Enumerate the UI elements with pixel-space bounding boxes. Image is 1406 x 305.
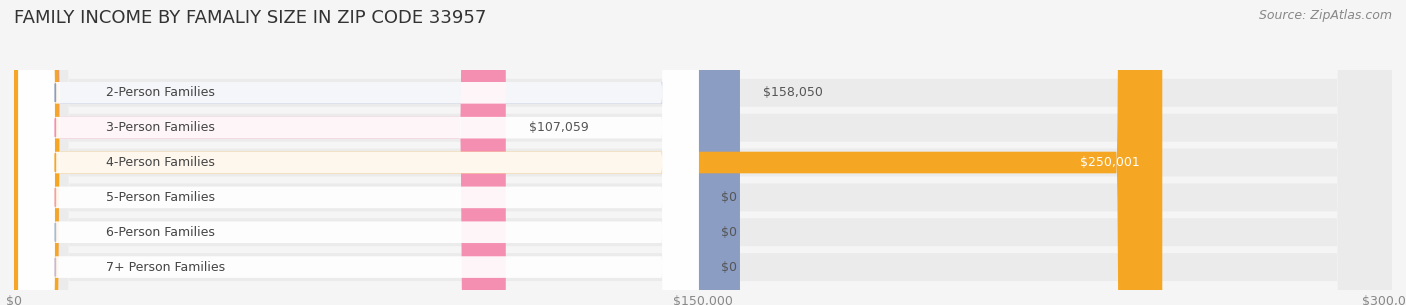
Text: $0: $0 bbox=[721, 260, 737, 274]
Text: FAMILY INCOME BY FAMALIY SIZE IN ZIP CODE 33957: FAMILY INCOME BY FAMALIY SIZE IN ZIP COD… bbox=[14, 9, 486, 27]
Text: $107,059: $107,059 bbox=[529, 121, 589, 134]
Text: 7+ Person Families: 7+ Person Families bbox=[105, 260, 225, 274]
FancyBboxPatch shape bbox=[14, 0, 740, 305]
FancyBboxPatch shape bbox=[14, 0, 1392, 305]
FancyBboxPatch shape bbox=[18, 0, 699, 305]
Text: 5-Person Families: 5-Person Families bbox=[105, 191, 215, 204]
FancyBboxPatch shape bbox=[18, 0, 699, 305]
FancyBboxPatch shape bbox=[14, 0, 1392, 305]
FancyBboxPatch shape bbox=[14, 0, 1163, 305]
Text: 4-Person Families: 4-Person Families bbox=[105, 156, 215, 169]
Text: $0: $0 bbox=[721, 191, 737, 204]
Text: 6-Person Families: 6-Person Families bbox=[105, 226, 215, 239]
FancyBboxPatch shape bbox=[14, 0, 1392, 305]
FancyBboxPatch shape bbox=[18, 0, 699, 305]
FancyBboxPatch shape bbox=[14, 0, 1392, 305]
FancyBboxPatch shape bbox=[14, 0, 1392, 305]
Text: 3-Person Families: 3-Person Families bbox=[105, 121, 215, 134]
Text: $0: $0 bbox=[721, 226, 737, 239]
Text: $158,050: $158,050 bbox=[763, 86, 823, 99]
Text: Source: ZipAtlas.com: Source: ZipAtlas.com bbox=[1258, 9, 1392, 22]
Text: 2-Person Families: 2-Person Families bbox=[105, 86, 215, 99]
FancyBboxPatch shape bbox=[14, 0, 506, 305]
Text: $250,001: $250,001 bbox=[1080, 156, 1139, 169]
FancyBboxPatch shape bbox=[18, 0, 699, 305]
FancyBboxPatch shape bbox=[18, 0, 699, 305]
FancyBboxPatch shape bbox=[18, 0, 699, 305]
FancyBboxPatch shape bbox=[14, 0, 1392, 305]
